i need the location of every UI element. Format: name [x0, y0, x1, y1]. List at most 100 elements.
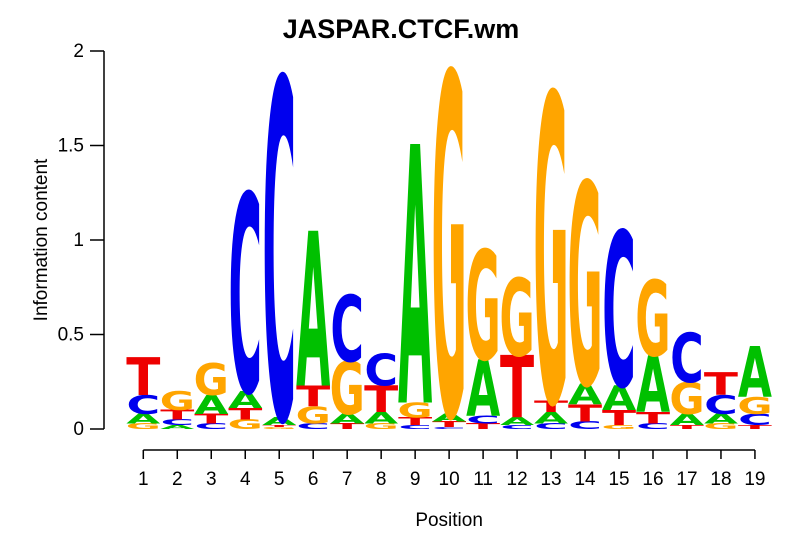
logo-letter-T: T: [126, 348, 160, 408]
x-axis-tick-label: 5: [274, 469, 285, 490]
logo-letter-C: C: [602, 189, 636, 436]
x-axis-tick-label: 1: [138, 469, 149, 490]
logo-letter-A: A: [636, 339, 670, 430]
logo-letter-A: A: [228, 387, 263, 414]
logo-letter-T: T: [364, 379, 398, 421]
logo-letter-T: T: [296, 380, 330, 414]
logo-letter-A: A: [738, 332, 772, 413]
logo-letter-C: C: [262, 0, 296, 529]
logo-letter-G: G: [635, 259, 670, 381]
logo-letter-A: A: [296, 190, 330, 436]
logo-letter-T: T: [398, 416, 433, 428]
logo-letter-A: A: [466, 343, 500, 434]
logo-letter-A: A: [568, 378, 602, 411]
y-axis-tick-label: 2: [73, 41, 84, 62]
logo-letter-G: G: [194, 355, 229, 406]
logo-letter-T: T: [228, 405, 263, 423]
y-axis-tick-label: 1.5: [58, 136, 84, 157]
logo-letter-G: G: [160, 387, 195, 417]
x-axis-tick-label: 13: [540, 469, 561, 490]
logo-letter-G: G: [364, 422, 399, 431]
logo-letter-C: C: [738, 411, 772, 429]
logo-letter-T: T: [160, 407, 194, 422]
logo-letter-C: C: [364, 344, 398, 396]
logo-letter-A: A: [398, 73, 432, 487]
logo-letter-G: G: [601, 424, 636, 430]
logo-letter-A: A: [330, 411, 364, 426]
logo-letter-A: A: [670, 411, 705, 429]
logo-letter-G: G: [533, 10, 568, 501]
logo-letter-T: T: [534, 398, 569, 416]
x-axis-tick-label: 14: [574, 469, 596, 490]
logo-letter-G: G: [466, 222, 501, 396]
logo-letter-A: A: [194, 390, 228, 420]
logo-letter-C: C: [636, 422, 670, 431]
logo-letter-A: A: [126, 411, 160, 426]
logo-letter-A: A: [500, 415, 534, 427]
logo-letter-C: C: [398, 424, 432, 430]
x-axis-tick-label: 12: [507, 469, 528, 490]
logo-letter-C: C: [160, 418, 194, 427]
x-axis-label: Position: [415, 510, 483, 531]
logo-letter-C: C: [126, 390, 160, 421]
logo-letter-C: C: [228, 139, 262, 456]
x-axis-tick-label: 16: [642, 469, 663, 490]
logo-letter-G: G: [228, 418, 263, 433]
x-axis-tick-label: 18: [710, 469, 731, 490]
logo-letter-T: T: [636, 409, 671, 427]
logo-letter-G: G: [567, 126, 602, 449]
logo-letter-T: T: [466, 422, 501, 431]
logo-letter-C: C: [500, 424, 534, 430]
logo-letter-G: G: [398, 399, 433, 423]
logo-letter-G: G: [296, 402, 331, 429]
x-axis-tick-label: 7: [342, 469, 353, 490]
logo-letter-C: C: [568, 419, 602, 431]
logo-letter-T: T: [670, 424, 705, 430]
logo-letter-G: G: [703, 422, 738, 431]
logo-letter-G: G: [262, 427, 297, 430]
logo-letter-T: T: [432, 420, 467, 429]
x-axis-tick-label: 4: [240, 469, 251, 490]
logo-letter-A: A: [534, 409, 569, 427]
logo-letter-C: C: [194, 422, 228, 431]
x-axis-tick-label: 3: [206, 469, 217, 490]
x-axis-tick-label: 11: [473, 469, 493, 490]
logo-letter-T: T: [738, 424, 773, 430]
y-axis: 0 0.5 1 1.5 2 Information content: [31, 41, 105, 440]
logo-letter-T: T: [262, 425, 296, 428]
x-axis-tick-label: 17: [676, 469, 697, 490]
logo-letter-T: T: [602, 406, 636, 430]
x-axis-tick-label: 9: [410, 469, 421, 490]
logo-letter-C: C: [296, 422, 330, 431]
x-axis-tick-label: 15: [608, 469, 629, 490]
chart-title: JASPAR.CTCF.wm: [283, 14, 520, 44]
logo-letter-T: T: [194, 411, 228, 426]
logo-letter-T: T: [500, 338, 534, 438]
logo-letter-A: A: [602, 380, 637, 419]
y-axis-tick-label: 0.5: [58, 325, 84, 346]
x-axis-tick-label: 8: [376, 469, 387, 490]
logo-letter-T: T: [330, 422, 365, 431]
x-axis-tick-label: 2: [172, 469, 183, 490]
y-axis-tick-label: 1: [73, 230, 84, 251]
logo-letter-A: A: [364, 409, 399, 427]
